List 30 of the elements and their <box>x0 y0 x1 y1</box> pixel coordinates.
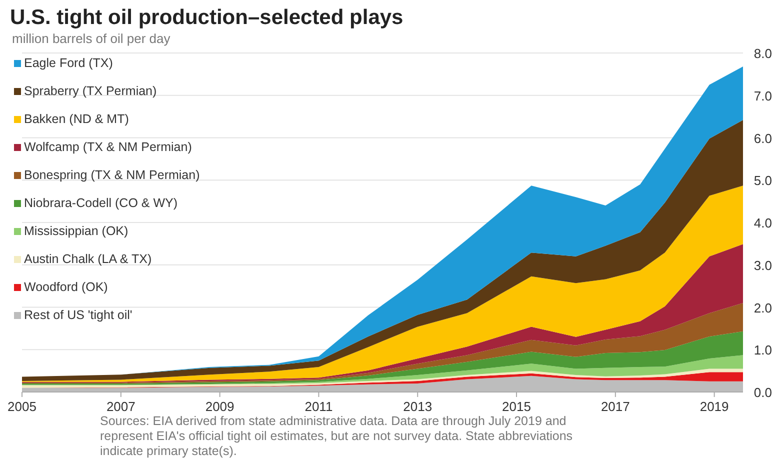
y-tick-label: 0.0 <box>754 385 772 400</box>
y-tick-label: 7.0 <box>754 88 772 104</box>
x-tick-label: 2013 <box>403 399 432 414</box>
legend-label: Wolfcamp (TX & NM Permian) <box>24 140 192 154</box>
x-tick-label: 2007 <box>106 399 136 414</box>
chart-subtitle: million barrels of oil per day <box>12 31 171 46</box>
y-tick-label: 3.0 <box>754 258 772 273</box>
legend-label: Spraberry (TX Permian) <box>24 84 157 98</box>
x-tick-label: 2015 <box>502 399 531 414</box>
x-tick-label: 2005 <box>8 399 36 414</box>
y-tick-label: 4.0 <box>754 216 772 230</box>
y-tick-label: 6.0 <box>754 130 772 146</box>
x-tick-label: 2019 <box>700 399 729 414</box>
legend-label: Bonespring (TX & NM Permian) <box>24 168 200 182</box>
legend-label: Eagle Ford (TX) <box>24 56 113 70</box>
y-tick-label: 8.0 <box>754 46 772 61</box>
x-tick-label: 2011 <box>304 399 333 414</box>
y-tick-label: 1.0 <box>754 342 772 358</box>
source-note: Sources: EIA derived from state administrative data. Data are through July 2019 and represent EIA's official tight oil estimates, but are not survey data. State abbreviations indicate primary state(s). <box>100 414 573 458</box>
x-tick-label: 2017 <box>600 399 630 414</box>
legend-label: Niobrara-Codell (CO & WY) <box>24 196 178 210</box>
y-tick-label: 2.0 <box>754 300 772 316</box>
legend-label: Bakken (ND & MT) <box>24 112 129 126</box>
legend-label: Rest of US 'tight oil' <box>24 308 132 322</box>
x-tick-label: 2009 <box>205 399 234 414</box>
legend-label: Woodford (OK) <box>24 280 108 294</box>
chart-title: U.S. tight oil production–selected plays <box>10 6 404 29</box>
y-tick-label: 5.0 <box>754 173 772 188</box>
legend-label: Mississippian (OK) <box>24 224 128 238</box>
legend-label: Austin Chalk (LA & TX) <box>24 252 152 266</box>
